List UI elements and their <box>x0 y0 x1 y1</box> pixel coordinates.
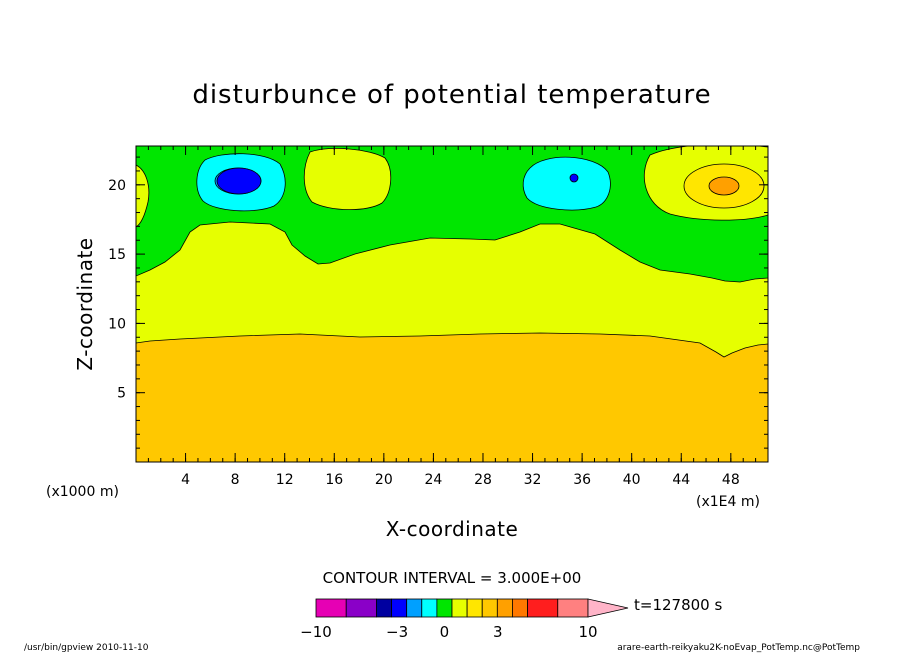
x-tick-label: 48 <box>722 472 740 488</box>
colorbar-segment <box>512 598 528 618</box>
colorbar-tick-label: 0 <box>440 623 450 641</box>
filled-contours <box>136 146 768 462</box>
colorbar-arrow <box>587 598 629 618</box>
x-tick-label: 4 <box>181 472 190 488</box>
x-tick-label: 24 <box>424 472 442 488</box>
x-tick-label: 12 <box>276 472 294 488</box>
colorbar-tick-label: −10 <box>300 623 332 641</box>
chart-title: disturbunce of potential temperature <box>192 80 711 110</box>
colorbar-segment <box>436 598 453 618</box>
colorbar-tick-label: −3 <box>386 623 408 641</box>
x-tick-label: 16 <box>325 472 343 488</box>
region-yellow-blob-16 <box>303 148 392 210</box>
x-tick-label: 8 <box>231 472 240 488</box>
plot-frame <box>135 145 769 463</box>
axis-ticks <box>136 146 768 462</box>
colorbar-tick-label: 3 <box>493 623 503 641</box>
colorbar-segment <box>527 598 559 618</box>
x-tick-label: 20 <box>375 472 393 488</box>
colorbar-tick-label: 10 <box>578 623 597 641</box>
colorbar-segment <box>345 598 377 618</box>
y-tick-labels: 5 10 15 20 <box>108 178 126 402</box>
x-tick-label: 28 <box>474 472 492 488</box>
region-cold-peak-8 <box>216 167 262 195</box>
region-cold-peak-35 <box>569 173 579 183</box>
y-tick-label: 5 <box>117 386 126 402</box>
footer-right: arare-earth-reikyaku2K-noEvap_PotTemp.nc… <box>617 643 860 653</box>
y-tick-label: 15 <box>108 247 126 263</box>
time-label: t=127800 s <box>634 596 722 614</box>
x-tick-label: 32 <box>524 472 542 488</box>
colorbar-segment <box>466 598 483 618</box>
y-axis-label: Z-coordinate <box>73 237 97 370</box>
colorbar-segment <box>496 598 513 618</box>
colorbar-segment <box>315 598 347 618</box>
y-tick-label: 10 <box>108 316 126 332</box>
x-tick-labels: 4 8 12 16 20 24 28 32 36 40 44 48 <box>181 472 740 488</box>
region-cold-cell-35 <box>522 156 611 211</box>
colorbar-segment <box>391 598 408 618</box>
x-tick-label: 40 <box>623 472 641 488</box>
colorbar-segment <box>557 598 589 618</box>
colorbar-segment <box>376 598 392 618</box>
contour-interval-label: CONTOUR INTERVAL = 3.000E+00 <box>323 569 582 587</box>
x-multiplier-label: (x1E4 m) <box>696 494 760 510</box>
region-top-left-patch <box>136 164 150 228</box>
footer-left: /usr/bin/gpview 2010-11-10 <box>24 643 149 653</box>
colorbar-segment <box>451 598 468 618</box>
region-warm-peak-47 <box>708 176 740 196</box>
colorbar-tick-labels: −10 −3 0 3 10 <box>300 623 597 641</box>
colorbar-segment <box>421 598 438 618</box>
x-axis-label: X-coordinate <box>386 517 519 541</box>
x-tick-label: 44 <box>672 472 690 488</box>
x-unit-label: (x1000 m) <box>46 484 119 500</box>
y-tick-label: 20 <box>108 178 126 194</box>
x-tick-label: 36 <box>573 472 591 488</box>
colorbar-segment <box>406 598 423 618</box>
colorbar <box>315 598 629 618</box>
colorbar-segment <box>481 598 498 618</box>
